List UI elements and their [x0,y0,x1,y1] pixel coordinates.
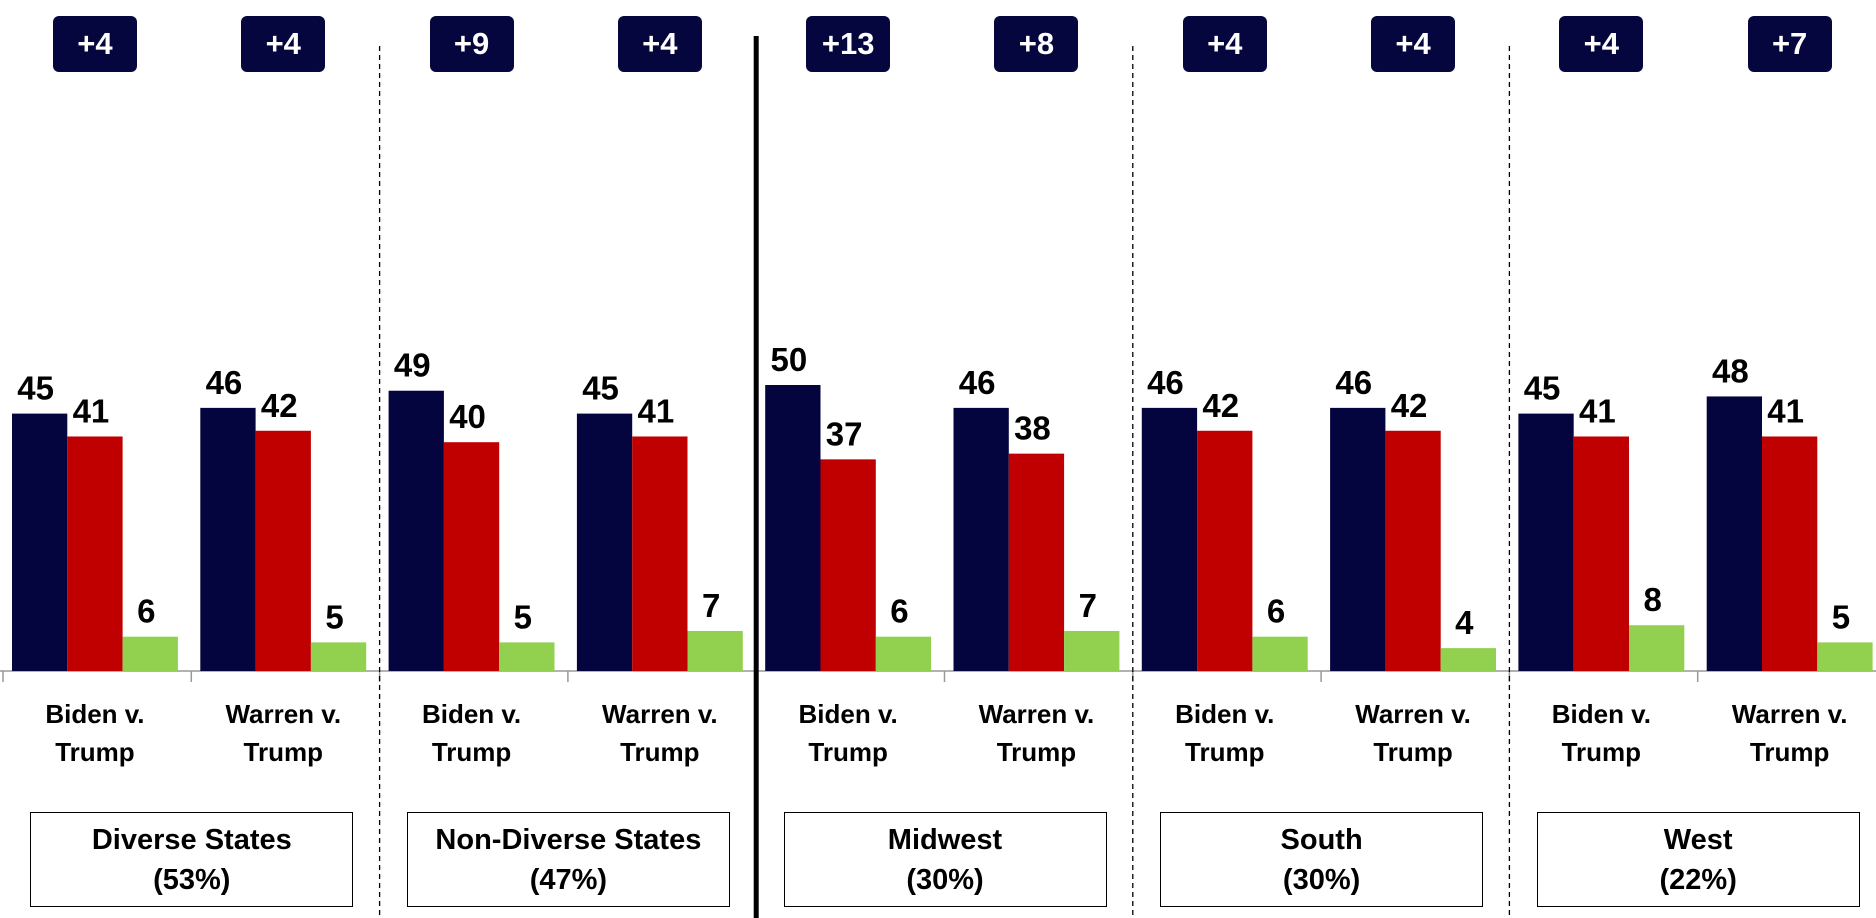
segment-box: Non-Diverse States (47%) [406,812,730,907]
value-label: 7 [1079,587,1097,624]
value-label: 42 [1202,387,1239,424]
margin-badge: +8 [994,16,1079,72]
value-label: 45 [17,370,54,407]
margin-badge: +4 [52,16,137,72]
value-label: 8 [1643,581,1661,618]
bar [388,390,444,671]
value-label: 7 [702,587,720,624]
segment-name: West [1663,823,1733,856]
margin-badge: +4 [241,16,326,72]
bar [12,413,68,671]
segment-share: (30%) [906,863,984,896]
bar [122,636,178,671]
x-tick-label: Warren v. Trump [225,699,342,767]
value-label: 4 [1455,604,1474,641]
bar [687,630,743,671]
value-label: 42 [261,387,298,424]
segment-box: Diverse States (53%) [30,812,354,907]
segment-name: South [1280,823,1363,856]
value-label: 46 [1335,364,1372,401]
margin-badge: +4 [1559,16,1644,72]
segment-box: Midwest (30%) [783,812,1107,907]
x-tick-label: Warren v. Trump [602,699,718,767]
value-label: 6 [890,593,908,630]
x-tick-label: Biden v. Trump [421,699,522,767]
bar [1440,648,1496,671]
bar [310,642,367,671]
bar [1252,636,1308,671]
value-label: 41 [637,392,674,429]
segment-box: West (22%) [1536,812,1860,907]
segment-share: (53%) [153,863,231,896]
segment-share: (47%) [529,863,608,896]
bar [1762,436,1818,671]
value-label: 6 [137,593,155,630]
value-label: 37 [826,415,863,452]
margin-badge: +4 [1182,16,1267,72]
bar [499,642,555,671]
value-label: 40 [449,398,486,435]
value-label: 6 [1267,593,1285,630]
bar [255,430,311,671]
bar [1141,407,1198,671]
x-tick-label: Warren v. Trump [1355,699,1471,767]
value-label: 41 [1767,392,1804,429]
x-tick-label: Biden v. Trump [798,699,898,767]
bar [1008,453,1065,671]
bar [1817,642,1873,671]
value-label: 46 [1147,364,1184,401]
segment-share: (30%) [1282,863,1361,896]
value-label: 41 [1579,392,1616,429]
x-tick-label: Biden v. Trump [1551,699,1651,767]
bar [67,436,123,671]
value-label: 49 [394,347,431,384]
bar [1518,413,1574,671]
bar [1197,430,1253,671]
segment-name: Midwest [887,823,1003,856]
bar [1629,625,1685,671]
bar [820,459,876,671]
value-label: 48 [1712,352,1749,389]
segment-box: South (30%) [1160,812,1484,907]
segment-name: Non-Diverse States [435,823,702,856]
bar [632,436,688,671]
value-label: 38 [1014,410,1051,447]
value-label: 5 [325,598,343,635]
value-label: 45 [582,370,619,407]
margin-badge: +9 [429,16,514,72]
value-label: 5 [514,598,532,635]
value-label: 42 [1391,387,1428,424]
x-tick-label: Biden v. Trump [1175,699,1275,767]
value-label: 41 [73,392,110,429]
margin-badge: +4 [617,16,702,72]
bar [200,407,256,671]
value-label: 5 [1832,598,1850,635]
bar [576,413,633,671]
bar [1706,396,1762,671]
value-label: 50 [770,341,807,378]
margin-badge: +4 [1371,16,1456,72]
bar [443,442,500,671]
x-tick-label: Biden v. Trump [45,699,145,767]
bar [1573,436,1629,671]
margin-badge: +7 [1747,16,1832,72]
margin-badge: +13 [806,16,891,72]
bar [1064,630,1120,671]
bar [765,385,821,671]
x-tick-label: Warren v. Trump [1731,699,1848,767]
bar [1330,407,1386,671]
x-tick-label: Warren v. Trump [978,699,1095,767]
value-label: 46 [959,364,996,401]
segment-name: Diverse States [91,823,292,856]
bar [875,636,932,671]
value-label: 46 [206,364,243,401]
bar [953,407,1009,671]
bar [1385,430,1441,671]
segment-share: (22%) [1659,863,1737,896]
value-label: 45 [1524,370,1561,407]
